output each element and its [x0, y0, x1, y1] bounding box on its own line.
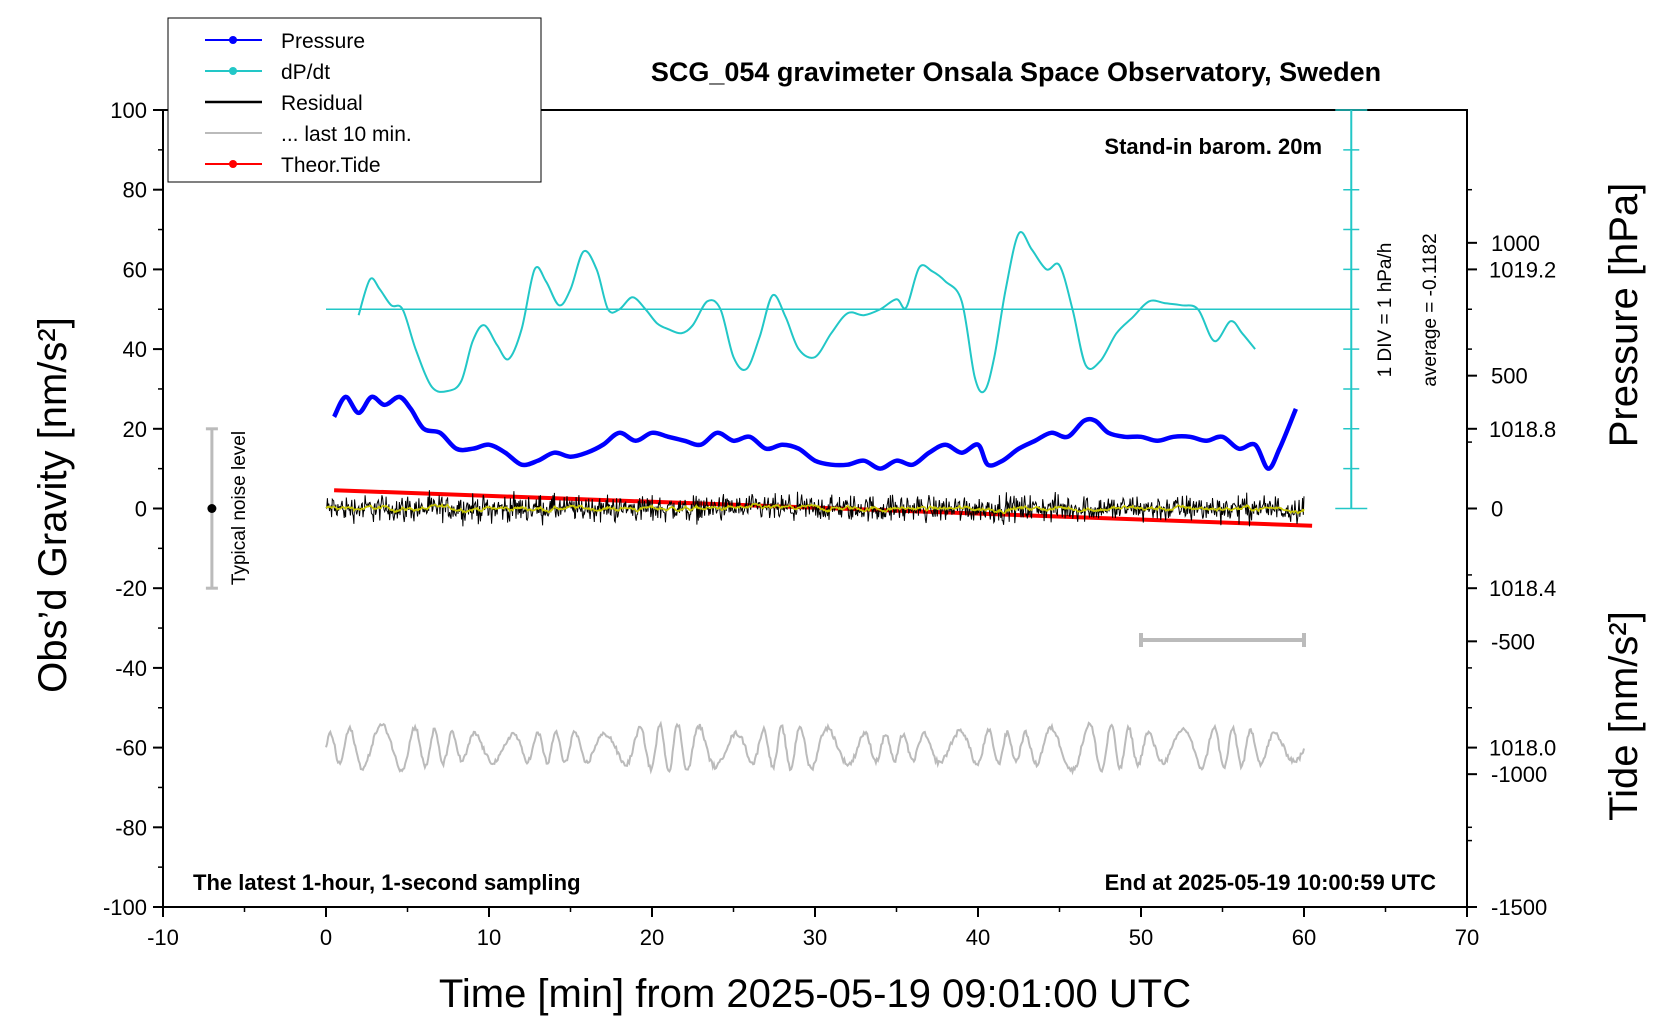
y-tick-label: -60 — [115, 736, 147, 761]
barometer-note: Stand-in barom. 20m — [1104, 134, 1322, 159]
pressure-tick-label: 1018.4 — [1489, 576, 1556, 601]
x-tick-label: 0 — [320, 925, 332, 950]
sampling-note: The latest 1-hour, 1-second sampling — [193, 870, 581, 895]
y-tick-label: 60 — [123, 257, 147, 282]
left-y-axis-ticks: 100 80 60 40 20 0 -20 -40 -60 -80 -100 — [103, 98, 163, 920]
y-tick-label: 80 — [123, 178, 147, 203]
left-y-axis-title: Obs’d Gravity [nm/s²] — [31, 317, 75, 693]
y-tick-label: 0 — [135, 497, 147, 522]
chart-title: SCG_054 gravimeter Onsala Space Observat… — [651, 57, 1381, 87]
legend: Pressure dP/dt Residual ... last 10 min. The… — [167, 17, 542, 183]
tide-tick-label: 1000 — [1491, 231, 1540, 256]
legend-marker — [229, 67, 237, 75]
legend-box — [167, 17, 542, 183]
series-pressure — [332, 394, 1298, 471]
legend-marker — [229, 160, 237, 168]
last-10-min-bar — [1139, 633, 1306, 648]
pressure-axis-ticks: 1018.0 1018.4 1018.8 1019.2 — [1467, 188, 1556, 829]
tide-tick-label: -500 — [1491, 629, 1535, 654]
y-tick-label: -80 — [115, 815, 147, 840]
series-theor-tide — [334, 488, 1313, 528]
tide-axis-title: Tide [nm/s²] — [1602, 611, 1646, 821]
y-tick-label: -100 — [103, 895, 147, 920]
tide-tick-label: -1500 — [1491, 895, 1547, 920]
x-tick-label: 30 — [803, 925, 827, 950]
x-tick-label: 60 — [1292, 925, 1316, 950]
tide-tick-label: 500 — [1491, 364, 1528, 389]
x-tick-label: 40 — [966, 925, 990, 950]
pressure-tick-label: 1019.2 — [1489, 257, 1556, 282]
y-tick-label: -40 — [115, 656, 147, 681]
legend-label: dP/dt — [281, 61, 330, 84]
x-tick-label: 50 — [1129, 925, 1153, 950]
legend-label: Residual — [281, 92, 363, 115]
series-residual-smoothed — [325, 502, 1305, 515]
pressure-axis-title: Pressure [hPa] — [1602, 183, 1646, 448]
end-time-note: End at 2025-05-19 10:00:59 UTC — [1105, 870, 1436, 895]
y-tick-label: 20 — [123, 417, 147, 442]
pressure-tick-label: 1018.8 — [1489, 417, 1556, 442]
x-tick-label: 10 — [477, 925, 501, 950]
average-note: average = -0.1182 — [1420, 233, 1441, 386]
series-last-10-min — [325, 720, 1305, 776]
div-scale-note: 1 DIV = 1 hPa/h — [1375, 243, 1396, 378]
tide-axis-ticks: 1000 500 0 -500 -1000 -1500 — [1467, 231, 1547, 920]
tide-tick-label: -1000 — [1491, 762, 1547, 787]
y-tick-label: -20 — [115, 576, 147, 601]
x-tick-label: -10 — [147, 925, 179, 950]
x-axis-ticks: -10 0 10 20 30 40 50 60 70 — [147, 907, 1479, 950]
x-axis-title: Time [min] from 2025-05-19 09:01:00 UTC — [439, 972, 1191, 1016]
x-tick-label: 70 — [1455, 925, 1479, 950]
y-tick-label: 100 — [110, 98, 147, 123]
x-tick-label: 20 — [640, 925, 664, 950]
noise-level-note: Typical noise level — [229, 431, 250, 585]
legend-label: Pressure — [281, 30, 365, 53]
legend-label: Theor.Tide — [281, 154, 381, 177]
noise-bar-center — [207, 504, 217, 513]
pressure-tick-label: 1018.0 — [1489, 736, 1556, 761]
tide-tick-label: 0 — [1491, 497, 1503, 522]
series-dpdt — [357, 231, 1256, 394]
y-tick-label: 40 — [123, 337, 147, 362]
legend-label: ... last 10 min. — [281, 123, 412, 146]
noise-level-bar — [205, 427, 218, 590]
legend-marker — [229, 36, 237, 44]
